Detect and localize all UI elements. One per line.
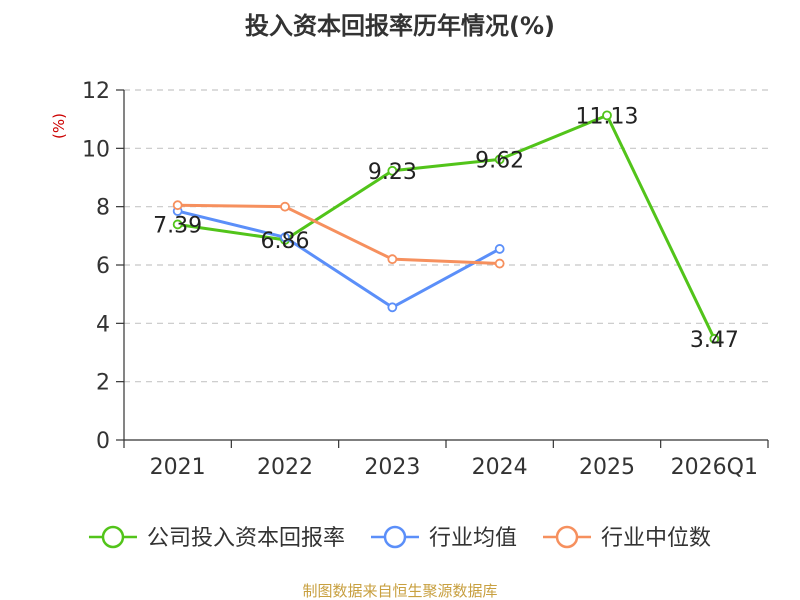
series-3	[172, 200, 505, 269]
y-tick-label: 8	[96, 196, 110, 221]
data-label: 7.39	[153, 213, 202, 238]
y-axis-label: (%)	[50, 113, 68, 139]
x-tick-label: 2024	[472, 455, 528, 480]
series-line	[177, 209, 501, 309]
x-tick-label: 2022	[257, 455, 313, 480]
legend-item-1: 公司投入资本回报率	[88, 525, 345, 551]
data-point	[172, 200, 183, 211]
series-1	[172, 110, 720, 344]
y-tick-label: 2	[96, 371, 110, 396]
grid-lines	[124, 89, 768, 383]
data-point	[494, 258, 505, 269]
y-tick-label: 0	[96, 429, 110, 454]
legend-label: 行业均值	[429, 526, 517, 551]
data-label: 6.86	[261, 229, 310, 254]
legend-swatch-marker	[101, 525, 125, 549]
legend-swatch-marker	[383, 525, 407, 549]
y-tick-label: 12	[82, 79, 110, 104]
source-note: 制图数据来自恒生聚源数据库	[302, 582, 497, 600]
data-point	[172, 219, 183, 230]
legend-label: 行业中位数	[601, 526, 711, 551]
y-tick-label: 4	[96, 312, 110, 337]
data-point	[494, 244, 505, 254]
legend-item-3: 行业中位数	[543, 525, 711, 551]
legend-item-2: 行业均值	[370, 525, 517, 551]
series-layer	[172, 110, 720, 344]
data-label: 9.62	[475, 148, 524, 173]
x-tick-label: 2023	[364, 455, 420, 480]
chart-title: 投入资本回报率历年情况(%)	[245, 12, 555, 40]
axes: 0 2 4 6 8 10 12 2021 2022 2023 2024 2025 2026Q1	[82, 79, 769, 480]
data-label: 9.23	[368, 160, 417, 185]
data-point	[280, 232, 290, 243]
series-2	[172, 206, 505, 313]
data-point	[387, 254, 398, 265]
legend-label: 公司投入资本回报率	[147, 526, 345, 551]
data-point	[280, 201, 290, 212]
data-point	[602, 110, 612, 121]
data-point	[387, 302, 398, 313]
data-point	[709, 333, 720, 344]
legend-swatch-marker	[555, 525, 579, 549]
data-labels: 7.39 6.86 9.23 9.62 11.13 3.47	[153, 104, 739, 352]
y-tick-label: 10	[82, 137, 110, 162]
series-line	[177, 203, 500, 266]
series-line	[177, 113, 716, 340]
x-tick-label: 2025	[579, 455, 635, 480]
data-label: 3.47	[690, 328, 739, 353]
data-point	[494, 154, 505, 165]
data-label: 11.13	[576, 104, 639, 129]
legend: 公司投入资本回报率 行业均值 行业中位数	[88, 525, 711, 551]
x-tick-label: 2026Q1	[671, 455, 758, 480]
y-tick-label: 6	[96, 254, 110, 279]
data-point	[387, 165, 398, 176]
x-tick-label: 2021	[150, 455, 206, 480]
